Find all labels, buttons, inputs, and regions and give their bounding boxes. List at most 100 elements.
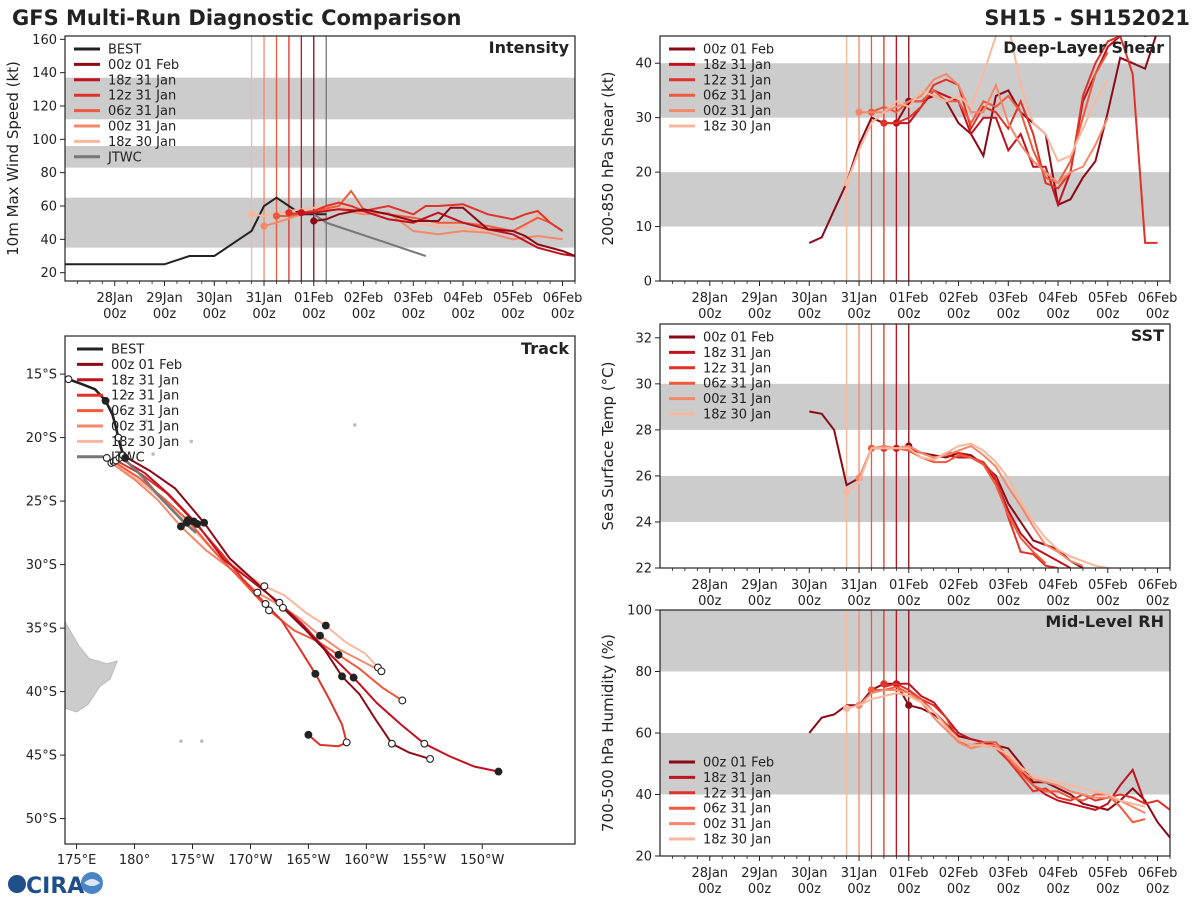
sst-xtick-label-date: 05Feb	[1088, 578, 1128, 593]
track-point-00z-01-feb	[200, 518, 209, 527]
intensity-xtick-label-date: 06Feb	[543, 291, 583, 306]
intensity-ytick-label: 140	[32, 66, 57, 81]
legend-label-18z-30-jan: 18z 30 Jan	[703, 120, 771, 135]
land-island-3	[151, 452, 155, 456]
rh-xtick-label-date: 03Feb	[989, 866, 1029, 881]
track-point-18z-30-jan	[102, 453, 111, 462]
land-island-7	[199, 739, 204, 743]
track-point-00z-31-jan	[377, 667, 386, 676]
legend-label-18z-31-jan: 18z 31 Jan	[108, 73, 176, 88]
sst-point-18z-30-jan	[842, 488, 851, 496]
intensity-xtick-label-hour: 00z	[402, 307, 426, 322]
track-xtick-label: 165°W	[286, 853, 330, 868]
sst-band-1	[660, 383, 1170, 430]
legend-label-12z-31-jan: 12z 31 Jan	[108, 89, 176, 104]
shear-ytick-label: 10	[635, 220, 652, 235]
shear-ytick-label: 30	[635, 111, 652, 126]
legend-label-00z-01-feb: 00z 01 Feb	[111, 358, 182, 373]
sst-xtick-label-hour: 00z	[1046, 594, 1070, 609]
track-point-18z-30-jan	[260, 582, 269, 591]
rh-ytick-label: 40	[635, 788, 652, 803]
shear-xtick-label-hour: 00z	[847, 307, 871, 322]
rh-xtick-label-hour: 00z	[897, 882, 921, 897]
intensity-xtick-label-date: 05Feb	[493, 291, 533, 306]
shear-point-00z-31-jan	[855, 108, 863, 116]
intensity-xtick-label-date: 02Feb	[344, 291, 384, 306]
rh-xtick-label-hour: 00z	[798, 882, 822, 897]
sst-ytick-label: 22	[635, 562, 652, 577]
legend-label-18z-30-jan: 18z 30 Jan	[703, 408, 771, 423]
intensity-ylabel: 10m Max Wind Speed (kt)	[4, 61, 22, 256]
track-line-18z-30-jan	[106, 457, 379, 669]
shear-ytick-label: 0	[644, 275, 652, 290]
rh-xtick-label-hour: 00z	[1146, 882, 1170, 897]
shear-ytick-label: 40	[635, 57, 652, 72]
track-point-12z-31-jan	[342, 738, 351, 747]
rh-xtick-label-date: 29Jan	[741, 866, 778, 881]
land-island-4	[189, 439, 194, 444]
sst-ytick-label: 28	[635, 423, 652, 438]
sst-xtick-label-hour: 00z	[947, 594, 971, 609]
rh-xtick-label-hour: 00z	[1096, 882, 1120, 897]
shear-series-12z-31-jan	[883, 36, 1158, 244]
shear-xtick-label-hour: 00z	[947, 307, 971, 322]
legend-label-00z-31-jan: 00z 31 Jan	[108, 120, 176, 135]
track-xtick-label: 170°W	[228, 853, 272, 868]
sst-xtick-label-hour: 00z	[698, 594, 722, 609]
intensity-xtick-label-hour: 00z	[302, 307, 326, 322]
shear-xtick-label-hour: 00z	[1096, 307, 1120, 322]
track-xtick-label: 175°W	[170, 853, 214, 868]
sst-band-0	[660, 475, 1170, 522]
intensity-point-18z-30-jan	[247, 210, 256, 218]
shear-xtick-label-date: 30Jan	[791, 291, 828, 306]
track-point-00z-01-feb	[426, 754, 435, 763]
intensity-band-1	[65, 146, 575, 168]
intensity-band-2	[65, 77, 575, 120]
shear-series-00z-01-feb	[808, 36, 1157, 244]
shear-frame	[659, 35, 1171, 282]
rh-panel: 2040608010028Jan00z29Jan00z30Jan00z31Jan…	[599, 604, 1177, 898]
shear-xtick-label-date: 05Feb	[1088, 291, 1128, 306]
shear-xtick-label-date: 28Jan	[691, 291, 728, 306]
shear-xtick-label-hour: 00z	[798, 307, 822, 322]
sst-xtick-label-hour: 00z	[847, 594, 871, 609]
rh-xtick-label-date: 04Feb	[1038, 866, 1078, 881]
rh-xtick-label-date: 31Jan	[841, 866, 878, 881]
track-ytick-label: 15°S	[26, 368, 57, 383]
track-point-00z-01-feb	[338, 672, 346, 681]
intensity-xtick-label-date: 29Jan	[146, 291, 183, 306]
intensity-xtick-label-date: 03Feb	[394, 291, 434, 306]
rh-ytick-label: 20	[635, 850, 652, 865]
track-xtick-label: 180°	[119, 853, 150, 868]
track-point-12z-31-jan	[311, 669, 320, 678]
track-point-12z-31-jan	[261, 600, 270, 608]
land-island-6	[179, 739, 183, 743]
track-point-18z-31-jan	[494, 767, 503, 776]
legend-label-12z-31-jan: 12z 31 Jan	[703, 786, 771, 801]
sst-frame	[659, 323, 1171, 569]
legend-label-06z-31-jan: 06z 31 Jan	[703, 802, 771, 817]
legend-label-18z-30-jan: 18z 30 Jan	[703, 833, 771, 848]
track-ytick-label: 40°S	[26, 685, 57, 700]
intensity-title: Intensity	[489, 38, 570, 57]
track-line-best	[68, 377, 127, 459]
shear-ylabel: 200-850 hPa Shear (kt)	[599, 72, 617, 246]
intensity-xtick-label-hour: 00z	[451, 307, 475, 322]
shear-xtick-label-hour: 00z	[1046, 307, 1070, 322]
rh-xtick-label-date: 06Feb	[1138, 866, 1178, 881]
sst-xtick-label-date: 01Feb	[889, 578, 929, 593]
rh-series-12z-31-jan	[883, 682, 1170, 811]
land-island-1	[144, 419, 148, 423]
legend-label-best: BEST	[108, 43, 141, 58]
sst-xtick-label-hour: 00z	[997, 594, 1021, 609]
sst-xtick-label-hour: 00z	[748, 594, 772, 609]
intensity-xtick-label-hour: 00z	[501, 307, 525, 322]
sst-xtick-label-hour: 00z	[1096, 594, 1120, 609]
track-point-00z-31-jan	[253, 588, 262, 597]
intensity-point-18z-31-jan	[297, 209, 305, 217]
intensity-xtick-label-hour: 00z	[203, 307, 227, 322]
legend-label-06z-31-jan: 06z 31 Jan	[703, 377, 771, 392]
shear-xtick-label-hour: 00z	[1146, 307, 1170, 322]
